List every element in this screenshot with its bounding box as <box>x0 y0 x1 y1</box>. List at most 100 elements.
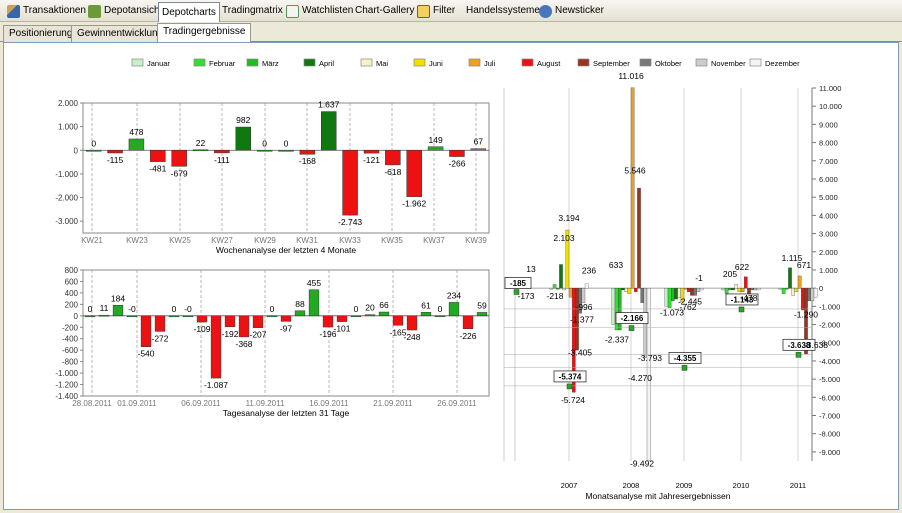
data-label: -3.405 <box>568 347 592 357</box>
bar <box>406 150 422 197</box>
y-tick-label: 0 <box>74 312 79 321</box>
tab-chart-gallery[interactable]: Chart-Gallery <box>355 5 415 16</box>
bar <box>308 289 320 317</box>
bar <box>336 315 348 322</box>
tab-newsticker[interactable]: Newsticker <box>536 2 607 20</box>
bar <box>256 150 273 152</box>
x-axis-title: Wochenanalyse der letzten 4 Monate <box>216 245 356 255</box>
bar <box>252 315 264 328</box>
y-tick-label: 1.000 <box>58 123 79 132</box>
legend-label: November <box>711 59 746 68</box>
result-marker <box>628 325 635 331</box>
legend-label: Mai <box>376 59 388 68</box>
subtab-gewinnentwicklung[interactable]: Gewinnentwicklung <box>71 25 170 42</box>
tab-depotcharts[interactable]: Depotcharts <box>158 2 220 22</box>
legend-label: Februar <box>209 59 236 68</box>
y-tick-label: -600 <box>62 346 79 355</box>
result-marker <box>681 365 688 371</box>
bar <box>575 287 579 351</box>
bar <box>214 150 230 154</box>
subtab-positionierung[interactable]: Positionierung <box>3 25 79 42</box>
result-marker <box>566 383 573 390</box>
bar <box>807 287 811 302</box>
bar <box>750 287 754 291</box>
x-tick-label: KW27 <box>211 236 233 245</box>
x-tick-label: 2008 <box>623 481 640 490</box>
result-label: -4.355 <box>674 354 697 363</box>
result-label: -5.374 <box>559 372 582 381</box>
data-label: -3.638 <box>804 340 828 350</box>
tab-watchlisten[interactable]: Watchlisten <box>283 2 356 20</box>
bar <box>621 287 625 291</box>
main-toolbar: Transaktionen Depotansicht Depotcharts T… <box>0 0 902 22</box>
data-label: 0 <box>172 304 177 314</box>
result-box <box>782 338 816 351</box>
bar <box>627 287 632 294</box>
data-label: 205 <box>723 269 737 279</box>
bar <box>392 315 404 326</box>
data-label: 982 <box>236 115 250 125</box>
bar <box>721 287 726 291</box>
data-label: 13 <box>526 264 536 274</box>
x-tick-label: KW33 <box>339 236 361 245</box>
tab-depotansicht[interactable]: Depotansicht <box>85 2 165 20</box>
y-tick-label: -1.400 <box>55 392 78 401</box>
bar <box>737 287 742 292</box>
bar <box>734 284 738 289</box>
y-tick-label: 8.000 <box>819 139 838 148</box>
y-tick-label: 10.000 <box>819 102 842 111</box>
bar <box>171 150 187 167</box>
tab-handelssysteme[interactable]: Handelssysteme <box>466 5 540 16</box>
tab-tradingmatrix[interactable]: Tradingmatrix <box>222 5 283 16</box>
bar <box>364 314 376 317</box>
bar <box>85 150 102 152</box>
tab-filter[interactable]: Filter <box>414 2 458 20</box>
subtab-tradingergebnisse[interactable]: Tradingergebnisse <box>157 23 252 43</box>
y-tick-label: -1.000 <box>55 369 78 378</box>
y-tick-label: -3.000 <box>55 217 78 226</box>
bar <box>278 150 294 152</box>
legend-label: Oktober <box>655 59 682 68</box>
x-axis-title: Tagesanalyse der letzten 31 Tage <box>223 408 350 418</box>
sub-tabs: Positionierung Gewinnentwicklung Trading… <box>0 22 902 43</box>
y-tick-label: 800 <box>65 266 79 275</box>
bar <box>168 315 180 318</box>
data-label: 0 <box>91 138 96 148</box>
bar <box>565 229 570 289</box>
data-label: -248 <box>403 332 420 342</box>
data-label: -109 <box>193 324 210 334</box>
bar <box>427 146 444 151</box>
bar <box>196 315 208 323</box>
data-label: 0 <box>262 138 267 148</box>
x-tick-label: 11.09.2011 <box>246 399 285 408</box>
puzzle-icon <box>88 4 101 18</box>
y-tick-label: -5.000 <box>819 375 840 384</box>
bar <box>781 287 786 294</box>
y-tick-label: -800 <box>62 358 79 367</box>
y-tick-label: 7.000 <box>819 157 838 166</box>
data-label: -478 <box>740 293 757 303</box>
y-tick-label: -6.000 <box>819 393 840 402</box>
x-tick-label: 21.09.2011 <box>373 399 413 408</box>
bar <box>210 315 222 379</box>
bar <box>797 275 802 289</box>
y-tick-label: 3.000 <box>819 230 838 239</box>
data-label: 61 <box>421 300 431 310</box>
legend-label: August <box>537 59 561 68</box>
bar <box>584 283 589 289</box>
data-label: -196 <box>319 329 336 339</box>
bar <box>321 111 337 151</box>
tab-transaktionen[interactable]: Transaktionen <box>4 2 89 20</box>
result-box <box>553 370 587 383</box>
data-label: -226 <box>459 331 476 341</box>
data-label: 59 <box>477 300 487 310</box>
x-tick-label: KW37 <box>423 236 445 245</box>
x-axis-title: Monatsanalyse mit Jahresergebnissen <box>585 491 730 501</box>
data-label: 622 <box>735 262 749 272</box>
bar <box>562 287 566 291</box>
legend-swatch <box>468 58 481 67</box>
data-label: 0 <box>270 304 275 314</box>
data-label: -540 <box>137 349 154 359</box>
bar <box>813 287 818 298</box>
bar <box>549 287 554 290</box>
